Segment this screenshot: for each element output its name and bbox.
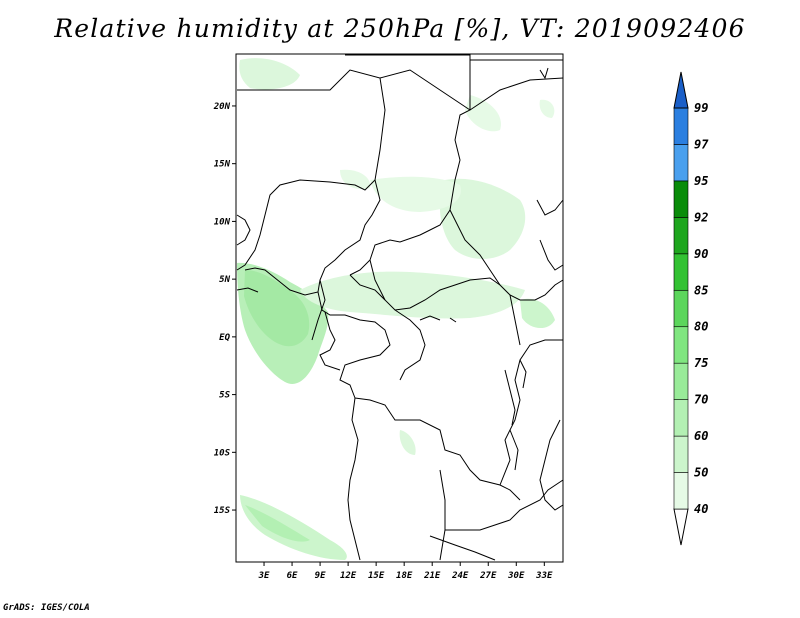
grads-credit: GrADS: IGES/COLA bbox=[3, 603, 90, 613]
colorbar-low-triangle bbox=[673, 508, 689, 546]
colorbar-segment bbox=[673, 362, 689, 400]
lon-tick-label: 9E bbox=[315, 571, 326, 581]
colorbar-segment bbox=[673, 435, 689, 473]
lat-tick-label: 15S bbox=[214, 506, 231, 516]
colorbar-level-label: 90 bbox=[694, 247, 708, 261]
map-frame bbox=[235, 53, 564, 563]
colorbar-segment bbox=[673, 253, 689, 291]
colorbar-segment bbox=[673, 399, 689, 437]
lon-tick-label: 27E bbox=[479, 571, 497, 581]
colorbar-level-label: 80 bbox=[694, 320, 708, 334]
colorbar-level-label: 40 bbox=[694, 502, 708, 516]
colorbar-level-label: 60 bbox=[694, 429, 708, 443]
lat-tick-label: 5S bbox=[219, 391, 230, 401]
lon-tick-label: 21E bbox=[423, 571, 441, 581]
lat-tick-label: 5N bbox=[219, 275, 230, 285]
colorbar-segment bbox=[673, 289, 689, 328]
lon-tick-label: 3E bbox=[258, 571, 270, 581]
longitude-axis: 3E 6E 9E 12E 15E 18E 21E 24E 27E 30E 33E bbox=[258, 562, 553, 581]
colorbar-segment bbox=[673, 326, 689, 364]
country-borders bbox=[236, 54, 564, 561]
lon-tick-label: 18E bbox=[396, 571, 413, 581]
lat-tick-label: 10S bbox=[214, 448, 231, 458]
lat-tick-label: 10N bbox=[214, 217, 231, 227]
lon-tick-label: 30E bbox=[507, 571, 525, 581]
lon-tick-label: 6E bbox=[287, 571, 298, 581]
colorbar-level-label: 97 bbox=[694, 137, 709, 151]
lat-tick-label: EQ bbox=[219, 333, 230, 343]
colorbar-segment bbox=[673, 472, 689, 510]
colorbar-segment bbox=[673, 144, 689, 182]
lon-tick-label: 24E bbox=[451, 571, 469, 581]
colorbar-segment bbox=[673, 180, 689, 218]
colorbar-level-label: 95 bbox=[694, 174, 708, 188]
lon-tick-label: 33E bbox=[535, 571, 553, 581]
colorbar-level-label: 92 bbox=[694, 210, 708, 224]
latitude-axis: 20N 15N 10N 5N EQ 5S 10S 15S bbox=[213, 102, 236, 516]
colorbar-high-triangle bbox=[673, 71, 689, 109]
lon-tick-label: 12E bbox=[340, 571, 357, 581]
humidity-shading bbox=[237, 58, 555, 560]
colorbar-legend: 40 50 60 70 75 80 85 90 92 95 97 99 bbox=[673, 71, 709, 546]
chart-title: Relative humidity at 250hPa [%], VT: 201… bbox=[54, 14, 746, 43]
colorbar-level-label: 85 bbox=[694, 283, 708, 297]
lon-tick-label: 15E bbox=[368, 571, 385, 581]
lat-tick-label: 20N bbox=[213, 102, 231, 112]
colorbar-level-label: 75 bbox=[694, 356, 708, 370]
colorbar-level-label: 50 bbox=[694, 466, 708, 480]
lat-tick-label: 15N bbox=[214, 160, 231, 170]
colorbar-segment bbox=[673, 107, 689, 145]
colorbar-segment bbox=[673, 217, 689, 255]
colorbar-level-label: 70 bbox=[694, 393, 708, 407]
colorbar-level-label: 99 bbox=[694, 101, 708, 115]
